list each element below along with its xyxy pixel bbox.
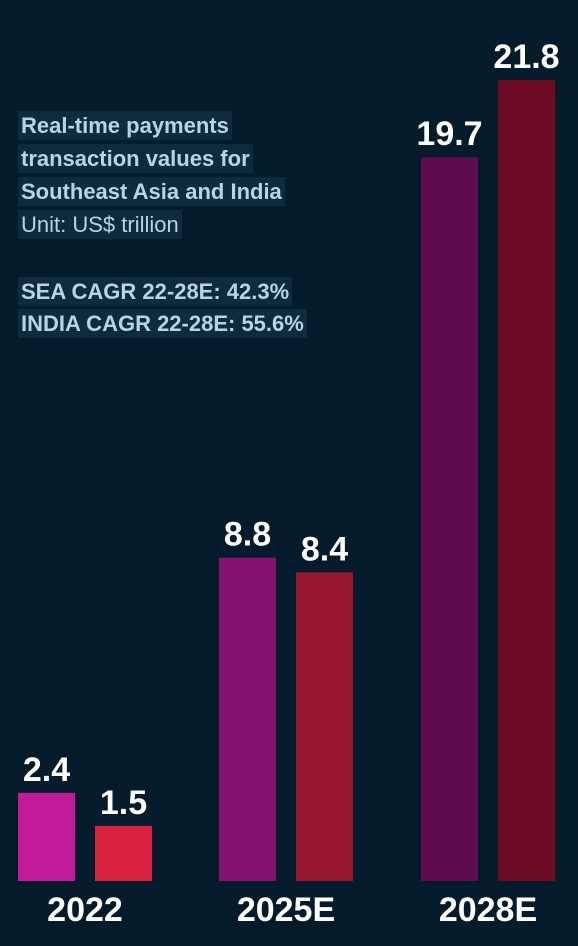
category-label-2022: 2022 <box>47 891 123 929</box>
india-cagr: INDIA CAGR 22-28E: 55.6% <box>18 309 307 338</box>
bar-2022-series-2 <box>95 825 152 881</box>
sea-cagr: SEA CAGR 22-28E: 42.3% <box>18 277 293 306</box>
category-label-2025E: 2025E <box>237 891 335 929</box>
bar-value-label: 8.8 <box>224 516 271 554</box>
bar-value-label: 2.4 <box>23 751 70 789</box>
bar-2025E-series-1 <box>219 557 276 881</box>
bar-value-label: 21.8 <box>493 38 559 76</box>
chart-title-line-3: Southeast Asia and India <box>18 177 285 206</box>
bar-2025E-series-2 <box>296 572 353 881</box>
cagr-notes: SEA CAGR 22-28E: 42.3% INDIA CAGR 22-28E… <box>18 276 307 340</box>
bar-2022-series-1 <box>18 792 75 881</box>
bar-value-label: 8.4 <box>301 530 348 568</box>
bar-value-label: 19.7 <box>416 115 482 153</box>
chart-info: Real-time payments transaction values fo… <box>18 110 285 242</box>
chart-unit: Unit: US$ trillion <box>18 210 182 239</box>
chart-title-line-2: transaction values for <box>18 144 253 173</box>
bar-value-label: 1.5 <box>100 784 147 822</box>
bar-2028E-series-2 <box>498 80 555 881</box>
bar-2028E-series-1 <box>421 157 478 882</box>
category-label-2028E: 2028E <box>439 891 537 929</box>
chart-title-line-1: Real-time payments <box>18 111 232 140</box>
